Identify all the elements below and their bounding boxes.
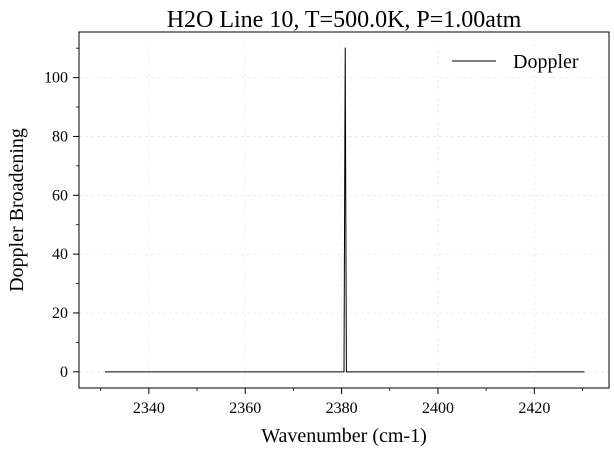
chart-title: H2O Line 10, T=500.0K, P=1.00atm: [167, 7, 522, 33]
axis-ticks: 2340 2360 2380 2400 2420 0 20 40 60 80 100: [44, 47, 583, 417]
legend-label-doppler: Doppler: [513, 51, 579, 73]
plot-frame: [78, 31, 610, 389]
x-tick-label: 2420: [518, 400, 550, 417]
x-tick-label: 2340: [133, 400, 165, 417]
y-tick-label: 0: [60, 364, 68, 381]
series-line-doppler: [105, 47, 585, 373]
x-tick-label: 2400: [422, 400, 454, 417]
y-tick-label: 80: [52, 128, 68, 145]
y-tick-label: 100: [44, 70, 68, 87]
x-axis-label: Wavenumber (cm-1): [261, 425, 427, 447]
y-tick-label: 40: [52, 246, 68, 263]
y-axis-label: Doppler Broadening: [6, 128, 28, 292]
series-layer: [105, 47, 585, 373]
y-tick-label: 60: [52, 187, 68, 204]
legend: Doppler: [452, 51, 579, 73]
x-tick-label: 2360: [229, 400, 261, 417]
y-tick-label: 20: [52, 305, 68, 322]
x-tick-label: 2380: [326, 400, 358, 417]
